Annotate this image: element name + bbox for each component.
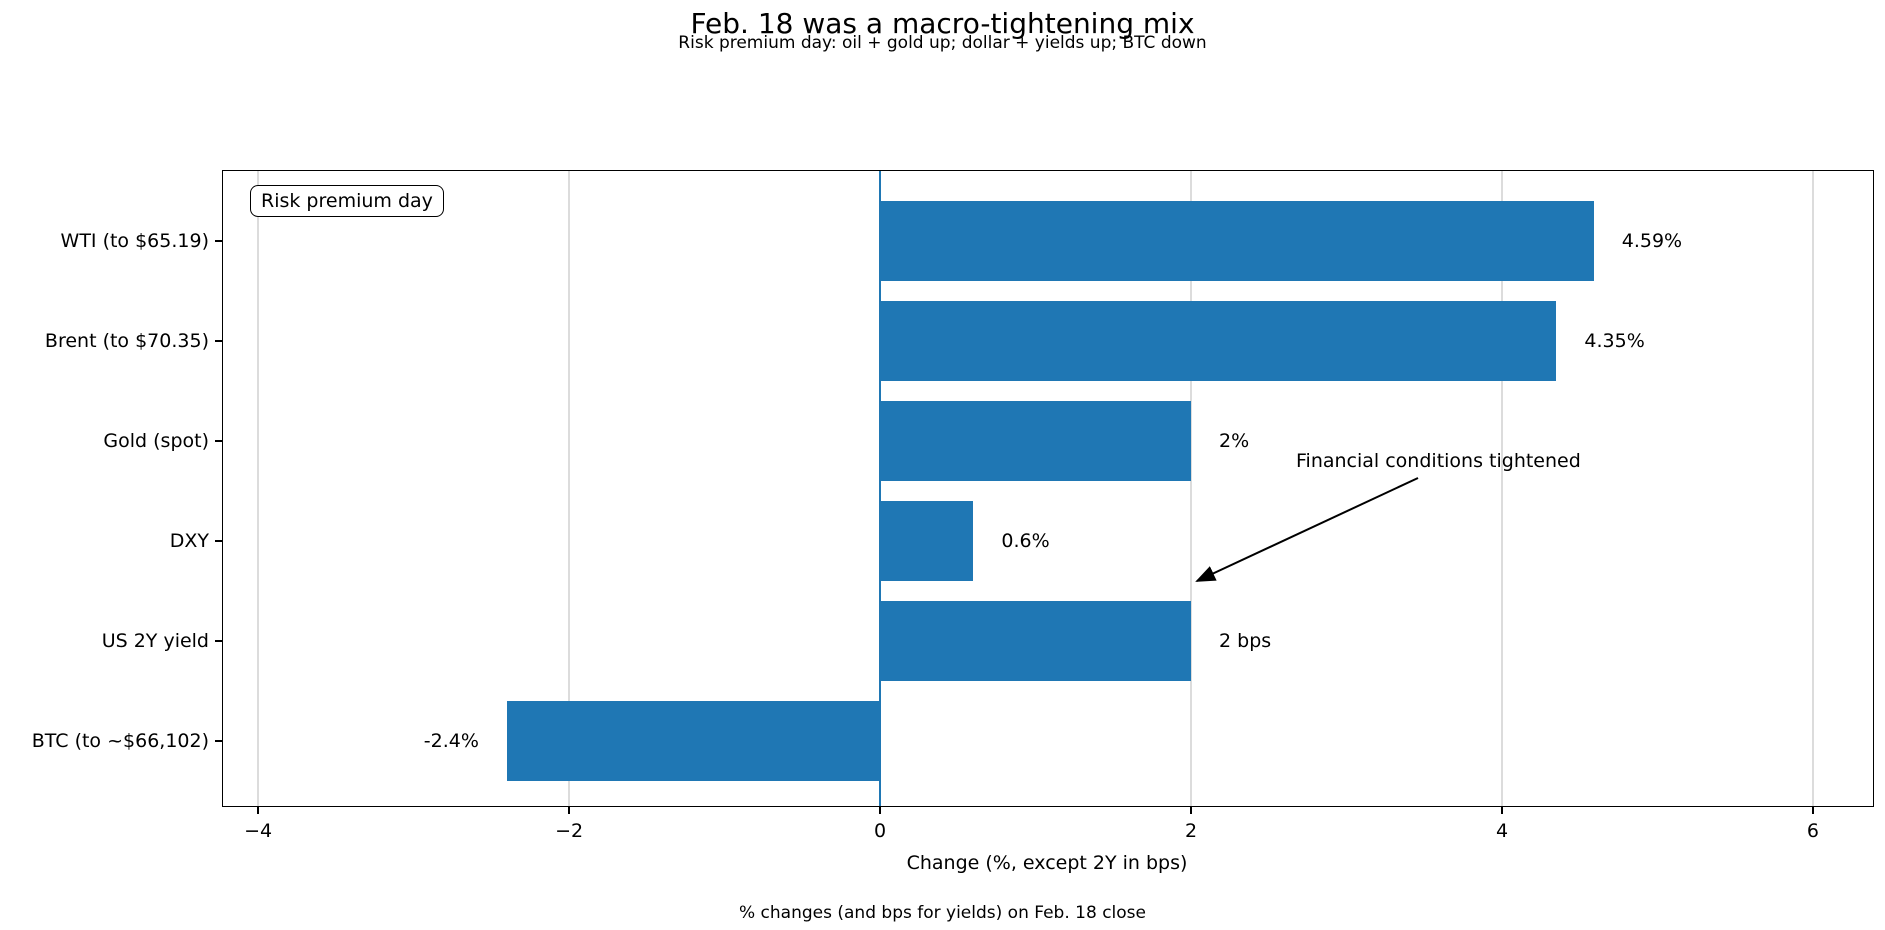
x-tick-mark [1190, 806, 1193, 814]
bar-btc [506, 701, 881, 781]
x-gridline [1190, 171, 1192, 806]
bar-dxy [880, 501, 974, 581]
footer-note: % changes (and bps for yields) on Feb. 1… [739, 903, 1146, 923]
x-tick-mark [1811, 806, 1814, 814]
bar-wti [880, 201, 1594, 281]
bar-us [880, 601, 1192, 681]
y-tick-mark [215, 240, 223, 242]
bar-value-label: 4.59% [1621, 230, 1683, 252]
y-tick-label: BTC (to ~$66,102) [31, 730, 209, 752]
plot-area: Risk premium day Financial conditions ti… [32, 170, 1874, 842]
x-tick-mark [257, 806, 260, 814]
x-tick-label: −2 [555, 820, 584, 842]
x-axis-label: Change (%, except 2Y in bps) [906, 852, 1188, 874]
x-gridline [1501, 171, 1503, 806]
x-tick-label: 0 [874, 820, 887, 842]
y-tick-mark [215, 740, 223, 742]
y-tick-mark [215, 540, 223, 542]
bar-value-label: 0.6% [1001, 530, 1050, 552]
y-tick-label: DXY [169, 530, 209, 552]
y-tick-label: US 2Y yield [101, 630, 209, 652]
bar-value-label: 2% [1219, 430, 1250, 452]
x-gridline [257, 171, 259, 806]
chart-subtitle: Risk premium day: oil + gold up; dollar … [678, 33, 1207, 53]
y-tick-label: Brent (to $70.35) [44, 330, 209, 352]
bar-value-label: -2.4% [423, 730, 479, 752]
zero-line [879, 171, 882, 806]
annotation-text: Financial conditions tightened [1296, 450, 1581, 472]
x-tick-label: 2 [1184, 820, 1198, 842]
bar-gold [880, 401, 1192, 481]
bar-value-label: 4.35% [1584, 330, 1645, 352]
bar-brent [880, 301, 1557, 381]
chart-title: Feb. 18 was a macro-tightening mix [690, 7, 1195, 40]
risk-premium-day-box: Risk premium day [250, 185, 444, 217]
x-tick-label: 4 [1495, 820, 1509, 842]
y-tick-mark [215, 340, 223, 342]
x-tick-mark [879, 806, 882, 814]
x-tick-mark [568, 806, 571, 814]
bar-value-label: 2 bps [1219, 630, 1272, 652]
y-tick-label: Gold (spot) [103, 430, 209, 452]
x-tick-label: 6 [1806, 820, 1820, 842]
x-gridline [568, 171, 570, 806]
y-tick-mark [215, 440, 223, 442]
y-tick-mark [215, 640, 223, 642]
x-gridline [1812, 171, 1814, 806]
x-tick-mark [1501, 806, 1503, 814]
x-tick-label: −4 [244, 820, 273, 842]
y-tick-label: WTI (to $65.19) [60, 230, 209, 252]
